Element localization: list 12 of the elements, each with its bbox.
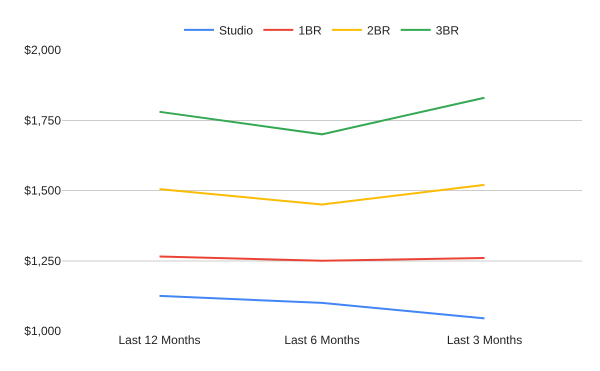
legend-label: Studio <box>219 24 254 38</box>
x-tick-label: Last 12 Months <box>118 333 201 347</box>
legend-label: 3BR <box>436 24 460 38</box>
legend-label: 2BR <box>367 24 391 38</box>
y-tick-label: $1,000 <box>24 324 62 338</box>
y-tick-label: $1,750 <box>24 113 62 128</box>
x-tick-label: Last 3 Months <box>446 333 522 347</box>
legend-label: 1BR <box>298 24 322 38</box>
y-tick-label: $2,000 <box>24 43 62 58</box>
y-tick-label: $1,250 <box>24 254 62 268</box>
x-tick-label: Last 6 Months <box>284 333 360 347</box>
y-tick-label: $1,500 <box>24 184 62 198</box>
